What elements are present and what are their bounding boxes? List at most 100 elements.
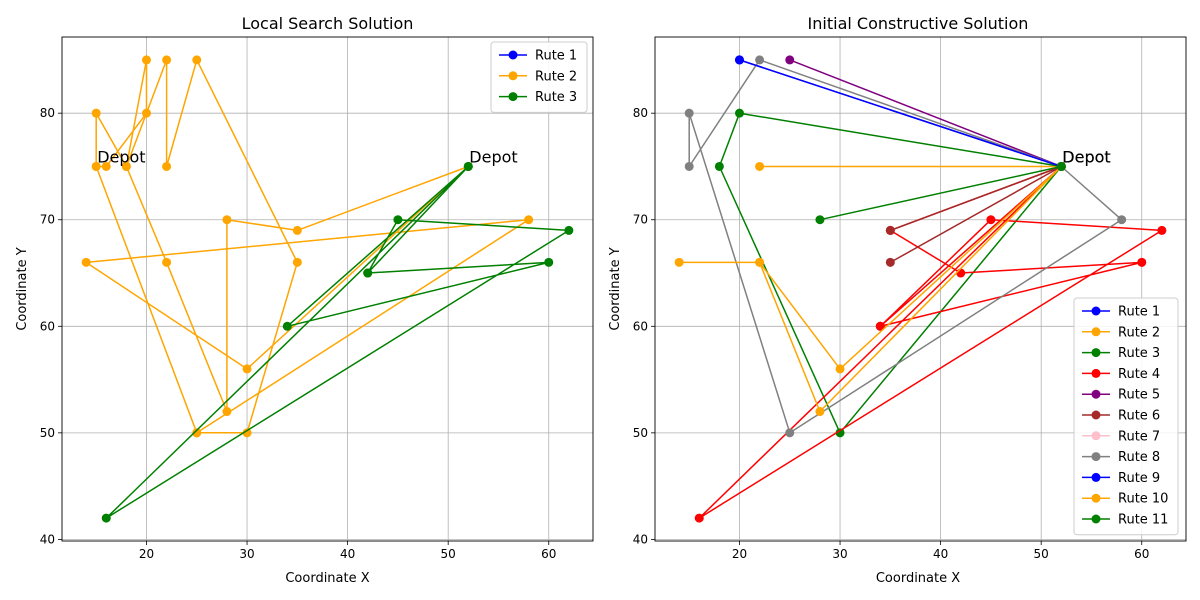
legend-label: Rute 7: [1118, 429, 1160, 444]
data-point: [242, 364, 252, 374]
legend-marker: [1091, 389, 1101, 399]
data-point: [815, 407, 825, 417]
y-tick-label: 40: [40, 532, 55, 546]
data-point: [755, 257, 765, 267]
legend-label: Rute 1: [535, 49, 577, 64]
data-point: [393, 215, 403, 225]
legend-marker: [1091, 368, 1101, 378]
x-tick-label: 30: [239, 547, 254, 561]
plot-area: [81, 55, 574, 523]
plot-frame: [654, 36, 1187, 542]
data-point: [222, 215, 232, 225]
data-point: [815, 215, 825, 225]
data-point: [684, 161, 694, 171]
legend-marker: [1091, 431, 1101, 441]
y-axis-label: Coordinate Y: [608, 247, 623, 330]
legend-marker: [1091, 306, 1101, 316]
legend-label: Rute 3: [1118, 346, 1160, 361]
legend-label: Rute 2: [535, 69, 577, 84]
depot-annotation: Depot: [1062, 147, 1110, 166]
depot-annotation: Depot: [97, 147, 145, 166]
x-axis-label: Coordinate X: [876, 571, 960, 586]
data-point: [714, 161, 724, 171]
data-point: [885, 225, 895, 235]
x-tick-label: 40: [933, 547, 948, 561]
data-point: [91, 108, 101, 118]
legend-marker: [1091, 348, 1101, 358]
depot-annotation: Depot: [1062, 147, 1110, 166]
data-point: [564, 225, 574, 235]
legend-marker: [1091, 514, 1101, 524]
series-line-rute-3: [718, 112, 1062, 434]
data-point: [282, 321, 292, 331]
data-point: [835, 364, 845, 374]
data-point: [1137, 257, 1147, 267]
data-point: [875, 321, 885, 331]
legend-marker: [508, 50, 518, 60]
y-tick-label: 60: [633, 319, 648, 333]
data-point: [684, 108, 694, 118]
legend-label: Rute 2: [1118, 325, 1160, 340]
data-point: [363, 268, 373, 278]
legend: Rute 1 Rute 2 Rute 3: [490, 41, 588, 113]
y-tick-label: 80: [40, 106, 55, 120]
data-point: [101, 161, 111, 171]
initial-constructive-panel: Initial Constructive Solution Coordinate…: [608, 14, 1187, 586]
data-point: [292, 225, 302, 235]
legend-marker: [1091, 472, 1101, 482]
data-point: [222, 407, 232, 417]
data-point: [755, 55, 765, 65]
x-tick-label: 60: [1134, 547, 1149, 561]
legend-label: Rute 9: [1118, 471, 1160, 486]
legend-label: Rute 1: [1118, 305, 1160, 320]
series-line-rute-6: [889, 165, 1063, 264]
data-point: [524, 215, 534, 225]
data-point: [694, 513, 704, 523]
plot-frame: [61, 36, 594, 542]
legend-label: Rute 8: [1118, 450, 1160, 465]
data-point: [101, 513, 111, 523]
chart-title: Initial Constructive Solution: [808, 14, 1029, 33]
data-point: [956, 268, 966, 278]
legend-label: Rute 5: [1118, 388, 1160, 403]
legend-label: Rute 3: [535, 90, 577, 105]
x-tick-label: 30: [832, 547, 847, 561]
data-point: [734, 55, 744, 65]
x-tick-label: 50: [441, 547, 456, 561]
depot-annotation: Depot: [469, 147, 517, 166]
y-tick-label: 40: [633, 532, 648, 546]
chart-title: Local Search Solution: [242, 14, 414, 33]
legend-marker: [508, 71, 518, 81]
data-point: [121, 161, 131, 171]
legend-label: Rute 10: [1118, 492, 1168, 507]
x-tick-label: 60: [541, 547, 556, 561]
data-point: [192, 428, 202, 438]
legend-marker: [1091, 452, 1101, 462]
data-point: [1056, 161, 1066, 171]
x-tick-label: 20: [139, 547, 154, 561]
legend-label: Rute 6: [1118, 409, 1160, 424]
data-point: [192, 55, 202, 65]
data-point: [81, 257, 91, 267]
y-tick-label: 50: [633, 426, 648, 440]
legend-marker: [1091, 410, 1101, 420]
x-tick-label: 50: [1034, 547, 1049, 561]
data-point: [835, 428, 845, 438]
local-search-panel: Local Search Solution Coordinate X Coord…: [15, 14, 594, 586]
data-point: [91, 161, 101, 171]
legend-label: Rute 4: [1118, 367, 1160, 382]
data-point: [242, 428, 252, 438]
data-point: [162, 55, 172, 65]
y-tick-label: 80: [633, 106, 648, 120]
y-tick-label: 50: [40, 426, 55, 440]
data-point: [755, 161, 765, 171]
data-point: [141, 108, 151, 118]
legend-label: Rute 11: [1118, 513, 1168, 528]
data-point: [785, 55, 795, 65]
legend: Rute 1 Rute 2 Rute 3 Rute 4 Rute 5 Rute 6 Rute…: [1073, 297, 1179, 536]
data-point: [162, 161, 172, 171]
data-point: [785, 428, 795, 438]
y-tick-label: 60: [40, 319, 55, 333]
data-point: [986, 215, 996, 225]
